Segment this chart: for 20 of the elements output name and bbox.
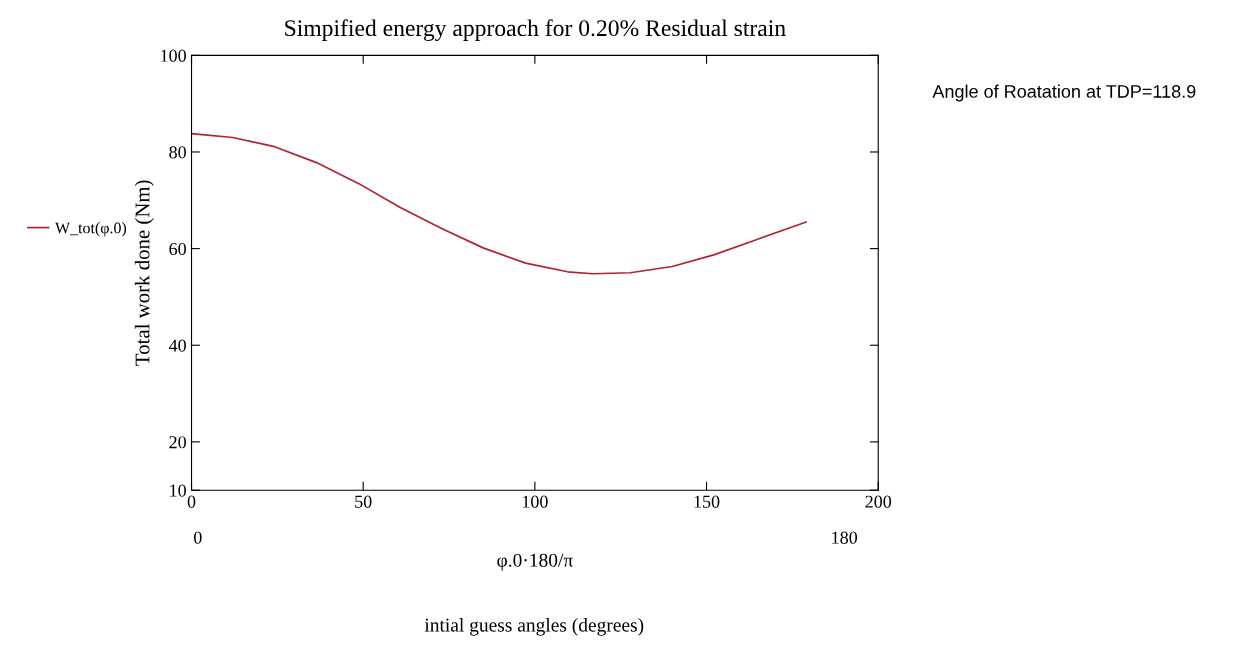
- x-axis-title: φ.0·180/π: [497, 553, 573, 571]
- x-tick-label: 150: [694, 495, 720, 508]
- text: 180: [832, 531, 858, 544]
- y-tick-label: 20: [169, 436, 186, 449]
- line-series: [191, 132, 807, 275]
- y-tick-label: 10: [170, 484, 186, 497]
- text: Angle of Roatation at TDP=118.9: [932, 84, 1196, 102]
- y-tick-label: 40: [168, 339, 186, 352]
- text: 0: [193, 531, 202, 544]
- x-tick-label: 200: [865, 495, 892, 508]
- chart-title: Simpified energy approach for 0.20% Residual strain: [285, 19, 786, 41]
- x-tick-label: 0: [187, 495, 196, 508]
- x-tick-label: 50: [355, 495, 372, 508]
- x-tick-label: 100: [522, 495, 548, 508]
- y-tick-label: 80: [169, 146, 186, 159]
- y-axis-title: Total work done (Nm): [134, 180, 154, 366]
- y-tick-label: 60: [169, 242, 186, 256]
- text: intial guess angles (degrees): [424, 617, 644, 636]
- legend-label: W_tot(φ.0): [55, 222, 127, 237]
- y-tick-label: 100: [161, 49, 186, 62]
